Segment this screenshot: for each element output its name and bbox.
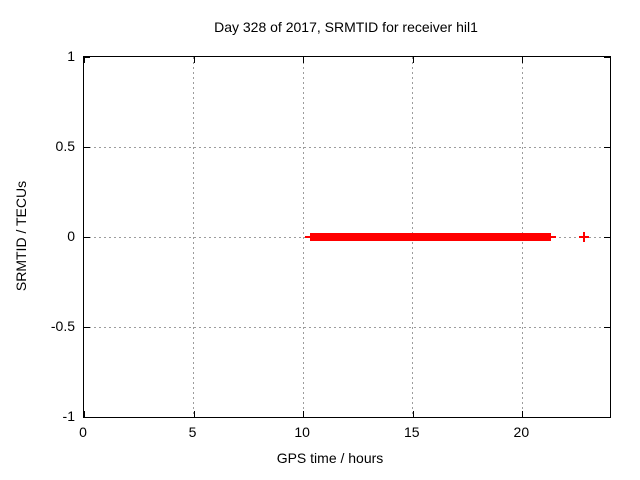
x-tick-mark-bottom [412, 411, 414, 417]
x-tick-label: 5 [188, 424, 197, 440]
y-tick-label: -0.5 [50, 318, 75, 334]
x-axis-label: GPS time / hours [276, 450, 384, 466]
x-tick-mark-top [303, 57, 305, 63]
y-tick-mark-left [84, 57, 90, 58]
x-tick-label: 20 [513, 424, 530, 440]
x-tick-mark-bottom [84, 411, 85, 417]
x-tick-label: 0 [79, 424, 87, 440]
y-gridline [84, 326, 610, 328]
x-tick-mark-bottom [522, 411, 524, 417]
x-tick-mark-top [193, 57, 195, 63]
x-tick-mark-top [412, 57, 414, 63]
y-tick-mark-right [604, 147, 610, 148]
y-tick-mark-right [604, 417, 610, 418]
y-tick-mark-left [84, 147, 90, 148]
x-tick-mark-top [84, 57, 85, 63]
y-tick-mark-right [604, 327, 610, 328]
y-tick-mark-left [84, 417, 90, 418]
y-tick-label: -1 [62, 408, 75, 424]
y-tick-mark-left [84, 327, 90, 328]
x-tick-mark-top [522, 57, 524, 63]
y-tick-mark-left [84, 237, 90, 238]
y-tick-label: 0 [67, 228, 75, 244]
data-band [309, 233, 551, 241]
y-gridline [84, 146, 610, 148]
y-tick-mark-right [604, 57, 610, 58]
y-tick-label: 1 [67, 48, 75, 64]
plot-area [83, 56, 611, 418]
x-tick-mark-bottom [303, 411, 305, 417]
x-tick-label: 15 [403, 424, 420, 440]
y-tick-mark-right [604, 237, 610, 238]
x-tick-label: 10 [294, 424, 310, 440]
chart-title: Day 328 of 2017, SRMTID for receiver hil… [214, 19, 478, 35]
data-point-plus-v [582, 232, 585, 242]
y-tick-label: 0.5 [55, 138, 75, 154]
x-tick-mark-bottom [193, 411, 195, 417]
